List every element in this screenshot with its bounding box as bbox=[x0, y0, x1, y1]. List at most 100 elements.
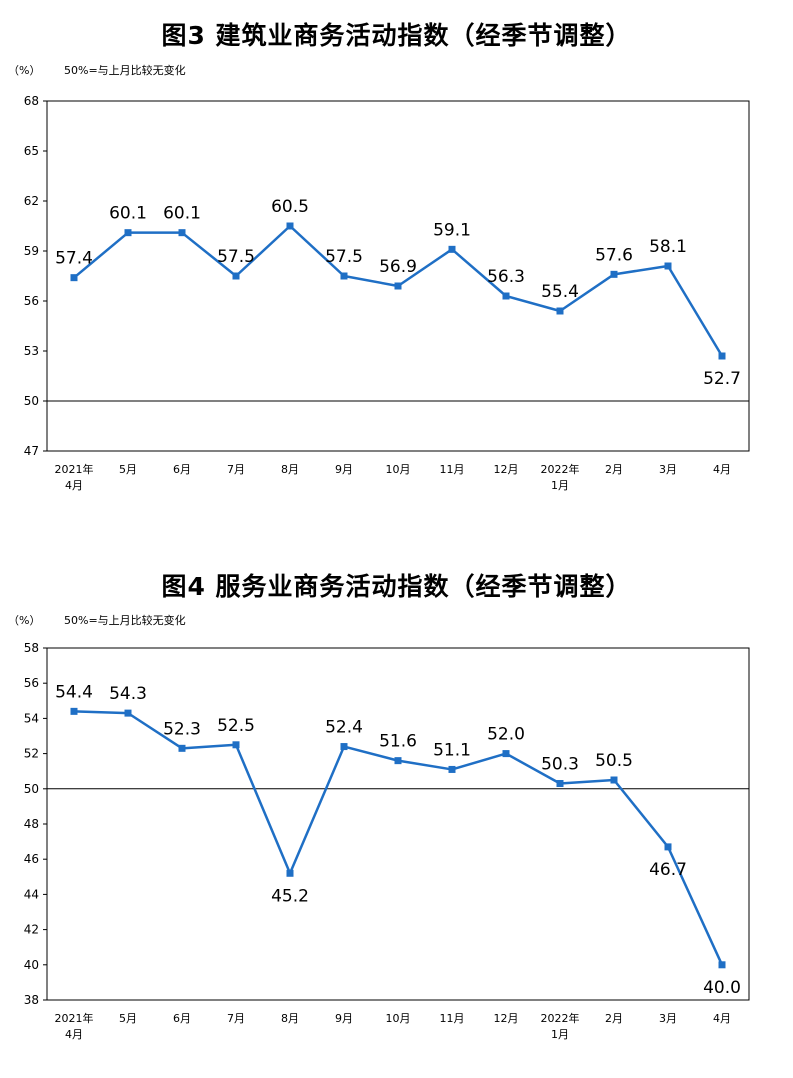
y-tick-label: 40 bbox=[24, 958, 39, 972]
x-tick-label: 2月 bbox=[605, 463, 623, 476]
x-tick-label: 1月 bbox=[551, 479, 569, 492]
data-label: 57.5 bbox=[217, 247, 255, 267]
data-label: 57.4 bbox=[55, 249, 93, 269]
data-point bbox=[178, 744, 186, 752]
note-label: 50%=与上月比较无变化 bbox=[64, 613, 186, 627]
x-tick-label: 2022年 bbox=[541, 462, 580, 476]
x-tick-label: 2021年 bbox=[55, 1011, 94, 1025]
data-label: 60.1 bbox=[109, 204, 147, 224]
data-point bbox=[232, 741, 240, 749]
data-label: 55.4 bbox=[541, 282, 579, 302]
data-label: 50.5 bbox=[595, 751, 633, 771]
data-label: 52.7 bbox=[703, 369, 741, 389]
y-tick-label: 59 bbox=[24, 244, 39, 258]
x-tick-label: 7月 bbox=[227, 1012, 245, 1025]
y-tick-label: 46 bbox=[24, 852, 39, 866]
data-label: 58.1 bbox=[649, 237, 687, 257]
y-tick-label: 53 bbox=[24, 344, 39, 358]
data-label: 60.5 bbox=[271, 197, 309, 217]
x-tick-label: 10月 bbox=[386, 1012, 411, 1025]
y-tick-label: 42 bbox=[24, 923, 39, 937]
data-point bbox=[556, 780, 564, 788]
data-point bbox=[232, 272, 240, 280]
x-tick-label: 4月 bbox=[65, 479, 83, 492]
data-point bbox=[718, 961, 726, 969]
x-tick-label: 2022年 bbox=[541, 1011, 580, 1025]
x-tick-label: 4月 bbox=[65, 1028, 83, 1041]
data-label: 50.3 bbox=[541, 755, 579, 775]
y-tick-label: 38 bbox=[24, 993, 39, 1007]
x-tick-label: 6月 bbox=[173, 463, 191, 476]
x-tick-label: 7月 bbox=[227, 463, 245, 476]
data-point bbox=[448, 245, 456, 253]
data-label: 51.1 bbox=[433, 740, 471, 760]
x-tick-label: 1月 bbox=[551, 1028, 569, 1041]
data-point bbox=[70, 274, 78, 282]
data-point bbox=[394, 282, 402, 290]
y-tick-label: 58 bbox=[24, 641, 39, 655]
data-label: 46.7 bbox=[649, 860, 687, 880]
x-tick-label: 5月 bbox=[119, 463, 137, 476]
data-label: 51.6 bbox=[379, 732, 417, 752]
plot-frame bbox=[46, 100, 750, 452]
data-label: 57.6 bbox=[595, 245, 633, 265]
data-point bbox=[178, 229, 186, 237]
chart-plot: （%） 50%=与上月比较无变化 47 50 53 56 59 62 65 68 2021年 4月 5月… bbox=[8, 63, 750, 492]
x-tick-label: 11月 bbox=[440, 463, 465, 476]
note-label: 50%=与上月比较无变化 bbox=[64, 63, 186, 77]
data-point bbox=[664, 843, 672, 851]
y-tick-label: 62 bbox=[24, 194, 39, 208]
data-point bbox=[502, 750, 510, 758]
x-tick-label: 8月 bbox=[281, 463, 299, 476]
data-point bbox=[610, 270, 618, 278]
chart-title: 图4 服务业商务活动指数（经季节调整） bbox=[161, 572, 632, 601]
data-label: 52.3 bbox=[163, 719, 201, 739]
x-tick-label: 10月 bbox=[386, 463, 411, 476]
data-point bbox=[664, 262, 672, 270]
y-tick-label: 50 bbox=[24, 394, 39, 408]
data-point bbox=[286, 869, 294, 877]
x-tick-label: 4月 bbox=[713, 1012, 731, 1025]
y-tick-label: 52 bbox=[24, 747, 39, 761]
x-tick-label: 2021年 bbox=[55, 462, 94, 476]
data-point bbox=[286, 222, 294, 230]
unit-label: （%） bbox=[8, 64, 40, 77]
data-point bbox=[718, 352, 726, 360]
y-tick-label: 47 bbox=[24, 444, 39, 458]
x-tick-label: 6月 bbox=[173, 1012, 191, 1025]
y-tick-label: 44 bbox=[24, 887, 39, 901]
data-point bbox=[556, 307, 564, 315]
y-tick-label: 56 bbox=[24, 676, 39, 690]
data-point bbox=[340, 743, 348, 751]
y-tick-label: 56 bbox=[24, 294, 39, 308]
chart-plot: （%） 50%=与上月比较无变化 38 40 42 44 46 48 50 52 54 56 58 202… bbox=[8, 613, 750, 1041]
x-tick-label: 2月 bbox=[605, 1012, 623, 1025]
data-label: 56.3 bbox=[487, 267, 525, 287]
x-tick-label: 3月 bbox=[659, 1012, 677, 1025]
chart-title: 图3 建筑业商务活动指数（经季节调整） bbox=[161, 21, 632, 50]
data-point bbox=[448, 765, 456, 773]
data-label: 45.2 bbox=[271, 886, 309, 906]
data-label: 40.0 bbox=[703, 978, 741, 998]
x-tick-label: 12月 bbox=[494, 1012, 519, 1025]
y-tick-label: 54 bbox=[24, 711, 39, 725]
x-tick-label: 9月 bbox=[335, 463, 353, 476]
services-chart: 图4 服务业商务活动指数（经季节调整） （%） 50%=与上月比较无变化 38 40 4… bbox=[0, 555, 793, 1078]
x-tick-label: 5月 bbox=[119, 1012, 137, 1025]
x-tick-label: 4月 bbox=[713, 463, 731, 476]
data-point bbox=[124, 229, 132, 237]
y-tick-label: 65 bbox=[24, 144, 39, 158]
y-tick-label: 50 bbox=[24, 782, 39, 796]
x-tick-label: 12月 bbox=[494, 463, 519, 476]
data-point bbox=[610, 776, 618, 784]
data-label: 60.1 bbox=[163, 204, 201, 224]
data-point bbox=[394, 757, 402, 765]
x-tick-label: 11月 bbox=[440, 1012, 465, 1025]
data-point bbox=[124, 709, 132, 717]
y-tick-label: 68 bbox=[24, 94, 39, 108]
data-label: 57.5 bbox=[325, 247, 363, 267]
construction-chart: 图3 建筑业商务活动指数（经季节调整） （%） 50%=与上月比较无变化 47 50 5… bbox=[0, 0, 793, 530]
x-tick-label: 8月 bbox=[281, 1012, 299, 1025]
data-point bbox=[340, 272, 348, 280]
x-tick-label: 9月 bbox=[335, 1012, 353, 1025]
